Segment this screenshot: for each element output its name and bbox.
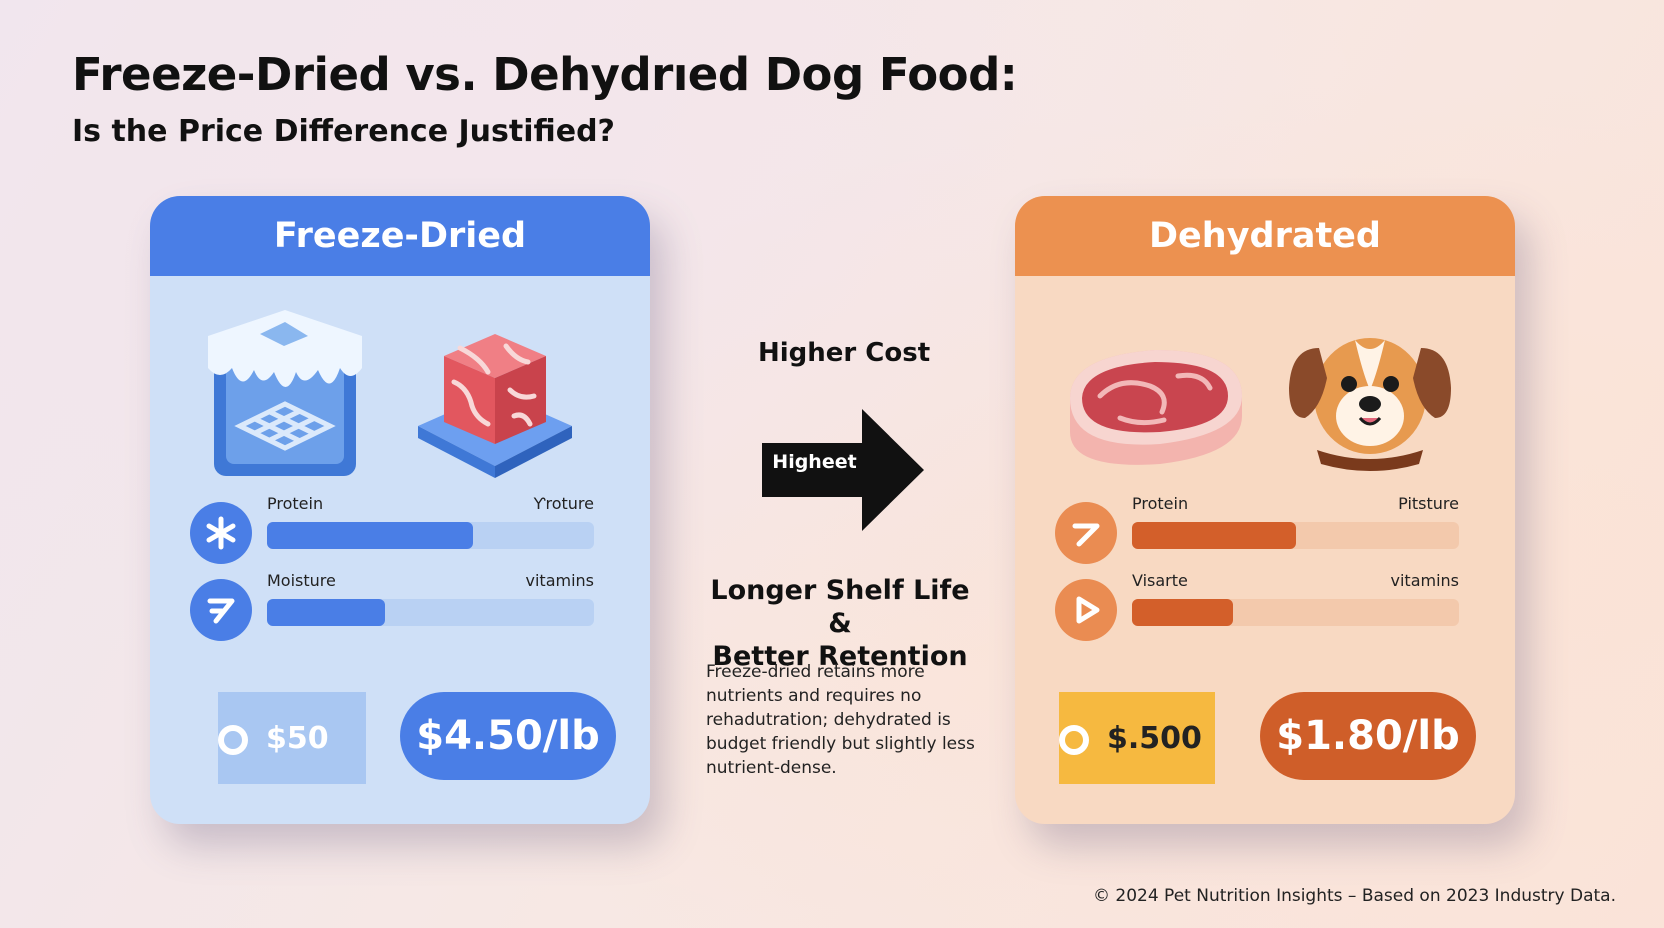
metric-label: Visarte: [1132, 571, 1188, 590]
metric-row: Protein Ƴroture: [190, 494, 620, 564]
snowflake-icon: [190, 502, 252, 564]
card-title: Dehydrated: [1015, 196, 1515, 276]
play-icon: [1055, 579, 1117, 641]
metric-label: Protein: [1132, 494, 1189, 513]
cost-label: Higher Cost: [758, 338, 931, 368]
circle-icon: [1059, 725, 1089, 755]
freeze-dried-card: Freeze-Dried Protein Ƴroture: [150, 196, 650, 824]
level-bar-fill: [1132, 522, 1296, 549]
card-title: Freeze-Dried: [150, 196, 650, 276]
metric-right-label: Pitsture: [1398, 494, 1459, 513]
metric-row: Moisture vitamins: [190, 571, 620, 641]
page-subtitle: Is the Price Difference Justified?: [72, 114, 615, 149]
benefit-description: Freeze-dried retains more nutrients and …: [706, 662, 975, 778]
metric-label: Protein: [267, 494, 324, 513]
frozen-ice-cube-icon: [208, 310, 362, 476]
metric-label: Moisture: [267, 571, 336, 590]
price-stamp: $.500: [1059, 692, 1215, 784]
footer-credit: © 2024 Pet Nutrition Insights – Based on…: [1092, 886, 1616, 906]
arrow-icon: [190, 579, 252, 641]
stamp-price: $.500: [1107, 720, 1202, 756]
comparison-arrow: Higheet: [762, 409, 926, 531]
stamp-price: $50: [266, 720, 329, 756]
metric-right-label: Ƴroture: [533, 494, 594, 513]
metric-right-label: vitamins: [1390, 571, 1460, 590]
level-bar: [1132, 522, 1459, 549]
level-bar: [267, 522, 594, 549]
dog-face-icon: [1289, 338, 1451, 471]
arrow-label: Higheet: [772, 451, 857, 473]
level-bar-fill: [267, 599, 385, 626]
arrow-icon: [1055, 502, 1117, 564]
price-stamp: $50: [218, 692, 366, 784]
benefit-heading-line: Better Retention: [712, 641, 968, 672]
metric-row: Visarte vitamins: [1055, 571, 1485, 641]
raw-meat-cube-icon: [418, 334, 572, 478]
metric-right-label: vitamins: [525, 571, 595, 590]
dehydrated-card: Dehydrated Protein Pitsture: [1015, 196, 1515, 824]
metric-row: Protein Pitsture: [1055, 494, 1485, 564]
steak-icon: [1070, 350, 1242, 465]
level-bar-fill: [1132, 599, 1234, 626]
level-bar-fill: [267, 522, 473, 549]
page-title: Freeze-Dried vs. Dehydrıed Dog Food:: [72, 48, 1018, 101]
level-bar: [1132, 599, 1459, 626]
benefit-heading-line: Longer Shelf Life &: [710, 575, 970, 639]
price-per-pound: $1.80/lb: [1260, 692, 1476, 780]
circle-icon: [218, 725, 248, 755]
level-bar: [267, 599, 594, 626]
price-per-pound: $4.50/lb: [400, 692, 616, 780]
benefit-heading: Longer Shelf Life & Better Retention: [700, 574, 980, 673]
right-arrow-icon: [762, 409, 924, 531]
